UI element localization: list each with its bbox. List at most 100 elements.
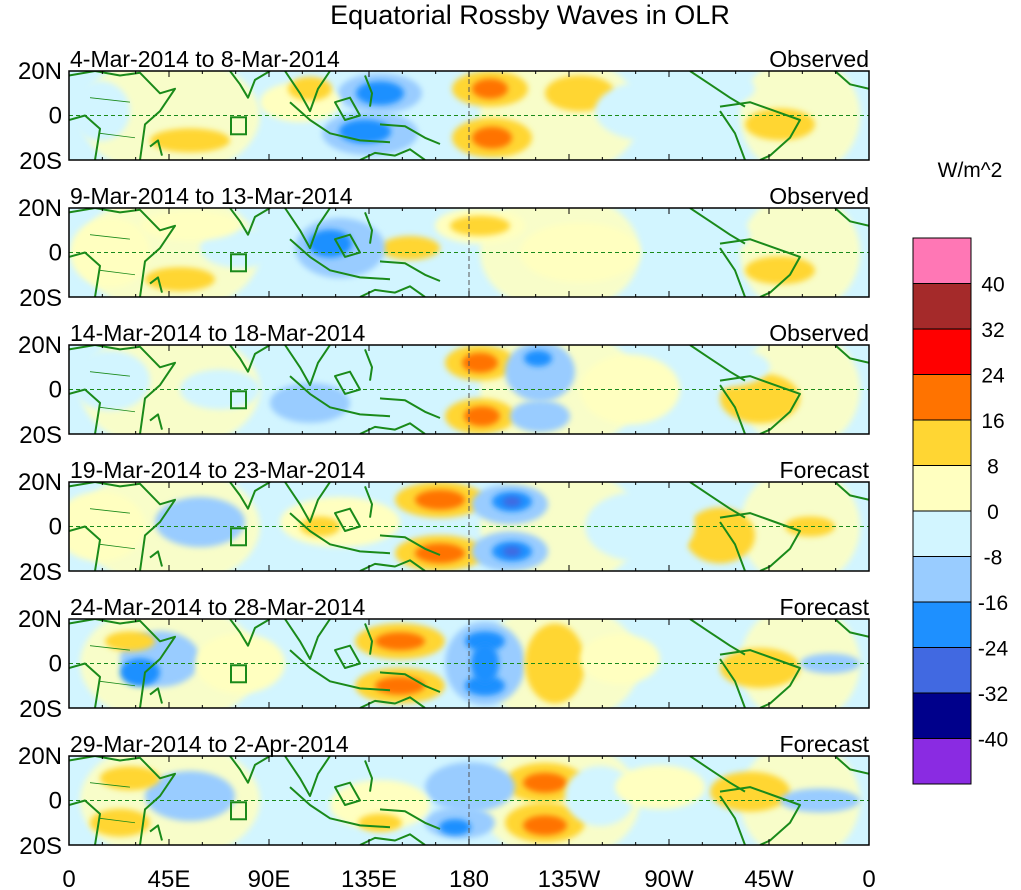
coastline — [719, 649, 801, 708]
anomaly-blob — [356, 81, 404, 106]
coastline — [69, 114, 101, 160]
coastline — [69, 71, 176, 160]
colorbar-box — [912, 510, 972, 557]
coastline — [364, 623, 373, 655]
anomaly-blob — [800, 653, 860, 674]
colorbar-boxes — [912, 237, 972, 785]
anomaly-blob — [320, 350, 440, 411]
anomaly-blob — [523, 772, 567, 793]
colorbar-label: -8 — [984, 547, 1003, 570]
anomaly-blob — [105, 631, 155, 652]
lat-label: 20S — [19, 559, 62, 586]
lat-label: 0 — [49, 514, 62, 541]
panel-date-range: 24-Mar-2014 to 28-Mar-2014 — [70, 594, 366, 620]
coastlines — [69, 756, 869, 845]
coastline — [719, 512, 801, 571]
lat-label: 20N — [18, 606, 62, 633]
colorbar-box — [912, 237, 972, 284]
colorbar-label: 40 — [981, 274, 1004, 297]
coastline — [834, 71, 869, 90]
coastlines — [69, 208, 869, 297]
anomaly-blob — [288, 76, 332, 101]
colorbar-label: 24 — [981, 365, 1005, 388]
anomaly-blob — [70, 350, 150, 411]
coastline — [149, 139, 163, 156]
panel-date-range: 19-Mar-2014 to 23-Mar-2014 — [70, 457, 366, 483]
colorbar-label: 32 — [981, 319, 1004, 342]
coastline — [149, 687, 163, 704]
lon-label-0-end: 0 — [862, 866, 875, 890]
coastline — [69, 525, 101, 571]
colorbar-label: 16 — [981, 410, 1004, 433]
country-borders — [89, 508, 136, 550]
lat-label: 20N — [18, 469, 62, 496]
panel-status: Forecast — [780, 594, 870, 620]
coastline — [359, 559, 426, 571]
coastline — [834, 482, 869, 501]
anomaly-blob — [100, 766, 160, 791]
colorbar-label: -40 — [978, 729, 1008, 752]
coastlines — [69, 482, 869, 571]
colorbar-box — [912, 328, 972, 375]
colorbar-label: 0 — [987, 501, 999, 524]
anomaly-blob — [450, 215, 510, 236]
anomaly-blob — [464, 406, 500, 427]
coastline — [289, 649, 391, 692]
coastline — [284, 756, 331, 797]
coastline — [69, 799, 101, 845]
panel-1: 4-Mar-2014 to 8-Mar-2014 Observed — [68, 46, 870, 161]
country-borders — [89, 645, 136, 687]
anomaly-blob — [155, 497, 245, 548]
lat-label: 20N — [18, 195, 62, 222]
colorbar-box — [912, 283, 972, 330]
colorbar-label: -32 — [978, 683, 1008, 706]
region-box — [230, 527, 247, 547]
anomaly-blob — [145, 267, 215, 292]
coastline — [719, 521, 746, 571]
coastline — [719, 375, 801, 434]
colorbar-box — [912, 419, 972, 466]
coastline — [834, 619, 869, 638]
colorbar-labels: 40 32 24 16 8 0 -8 -16 -24 -32 -40 — [978, 274, 1009, 752]
coastline — [364, 212, 373, 244]
coastline — [689, 756, 746, 793]
panel-status: Forecast — [780, 457, 870, 483]
coastline — [719, 101, 801, 160]
panel-status: Forecast — [780, 731, 870, 757]
lat-label: 20N — [18, 743, 62, 770]
coastline — [289, 512, 391, 555]
anomaly-blob — [270, 382, 350, 423]
anomaly-blob — [524, 350, 552, 367]
anomaly-blob — [745, 256, 815, 285]
anomaly-blob — [415, 543, 465, 564]
coastline — [69, 345, 176, 434]
coastline — [289, 238, 391, 281]
coastline — [69, 208, 176, 297]
anomaly-blob — [462, 352, 498, 373]
anomaly-blob — [595, 81, 705, 142]
anomaly-blob — [685, 72, 755, 105]
coastline — [379, 260, 441, 282]
anomaly-blob — [380, 236, 440, 261]
anomaly-blob — [510, 400, 570, 433]
colorbar: W/m^2 40 32 24 16 8 0 -8 -16 -24 -32 -40 — [912, 159, 1009, 785]
anomaly-blob — [720, 647, 800, 688]
region-box — [230, 253, 247, 273]
coastline — [284, 71, 331, 113]
panel-status: Observed — [769, 320, 869, 346]
lat-label: 20N — [18, 58, 62, 85]
anomaly-blob — [358, 813, 402, 832]
coastline — [69, 482, 176, 571]
coastline — [229, 619, 271, 647]
coastline — [689, 619, 746, 656]
coastline — [379, 671, 441, 693]
coastline — [229, 482, 271, 510]
lat-label: 20S — [19, 148, 62, 175]
coastline — [69, 662, 101, 708]
coastlines — [69, 345, 869, 434]
lat-label: 0 — [49, 651, 62, 678]
colorbar-box — [912, 692, 972, 739]
coastline — [719, 384, 746, 434]
lon-label-45w: 45W — [744, 866, 794, 890]
